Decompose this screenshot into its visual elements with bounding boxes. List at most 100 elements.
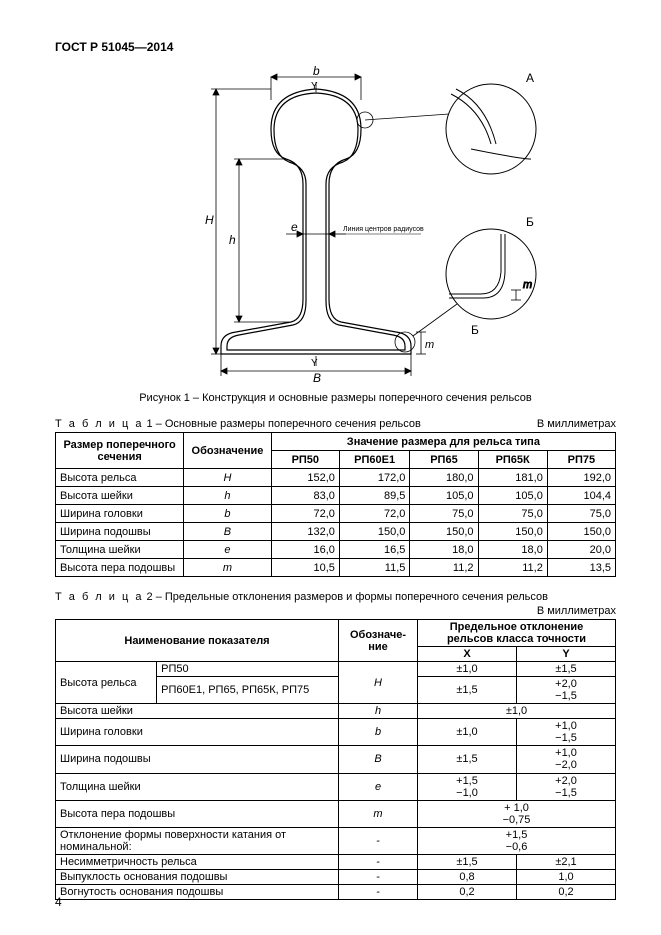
cell-value: 75,0 bbox=[410, 505, 478, 523]
table-row: Отклонение формы поверхности катания от … bbox=[56, 827, 616, 854]
table-row: Высота рельсаРП50H±1,0±1,5 bbox=[56, 662, 616, 677]
cell: +2,0 −1,5 bbox=[517, 677, 616, 704]
cell-value: 11,5 bbox=[339, 559, 410, 577]
cell: 0,2 bbox=[418, 885, 517, 900]
cell-value: 105,0 bbox=[478, 487, 547, 505]
cell-name: Высота шейки bbox=[56, 487, 184, 505]
cell: Выпуклость основания подошвы bbox=[56, 870, 339, 885]
cell: ±1,0 bbox=[418, 704, 616, 719]
svg-text:h: h bbox=[229, 233, 236, 247]
cell: Вогнутость основания подошвы bbox=[56, 885, 339, 900]
table-row: Высота шейкиh±1,0 bbox=[56, 704, 616, 719]
cell-value: 150,0 bbox=[339, 523, 410, 541]
cell-value: 72,0 bbox=[271, 505, 339, 523]
t2-h-y: Y bbox=[517, 647, 616, 662]
table2-units: В миллиметрах bbox=[537, 605, 616, 617]
cell: 1,0 bbox=[517, 870, 616, 885]
table1-title: 1 – Основные размеры поперечного сечения… bbox=[143, 418, 420, 430]
cell-value: 18,0 bbox=[410, 541, 478, 559]
t1-h-sym: Обозначение bbox=[184, 433, 272, 469]
t2-h-param: Наименование показателя bbox=[56, 620, 339, 662]
cell: +2,0 −1,5 bbox=[517, 773, 616, 800]
t2-h-x: X bbox=[418, 647, 517, 662]
cell-symbol: b bbox=[184, 505, 272, 523]
cell-value: 150,0 bbox=[410, 523, 478, 541]
cell-value: 150,0 bbox=[547, 523, 615, 541]
cell-value: 192,0 bbox=[547, 469, 615, 487]
cell-name: Ширина подошвы bbox=[56, 523, 184, 541]
table2-prefix: Т а б л и ц а bbox=[55, 591, 143, 603]
cell-value: 16,0 bbox=[271, 541, 339, 559]
cell-symbol: B bbox=[184, 523, 272, 541]
cell: Ширина головки bbox=[56, 719, 339, 746]
cell: РП60Е1, РП65, РП65К, РП75 bbox=[157, 677, 339, 704]
cell: ±1,0 bbox=[418, 662, 517, 677]
cell-value: 20,0 bbox=[547, 541, 615, 559]
cell: +1,0 −2,0 bbox=[517, 746, 616, 773]
cell-value: 172,0 bbox=[339, 469, 410, 487]
cell-value: 10,5 bbox=[271, 559, 339, 577]
t2-h-group: Предельное отклонение рельсов класса точ… bbox=[418, 620, 616, 647]
cell-value: 152,0 bbox=[271, 469, 339, 487]
cell: +1,0 −1,5 bbox=[517, 719, 616, 746]
cell: e bbox=[339, 773, 418, 800]
cell-value: 75,0 bbox=[478, 505, 547, 523]
cell: 0,2 bbox=[517, 885, 616, 900]
cell-name: Высота пера подошвы bbox=[56, 559, 184, 577]
cell-value: 83,0 bbox=[271, 487, 339, 505]
cell-value: 104,4 bbox=[547, 487, 615, 505]
t1-type-0: РП50 bbox=[271, 451, 339, 469]
cell-value: 75,0 bbox=[547, 505, 615, 523]
cell: H bbox=[339, 662, 418, 704]
cell-value: 181,0 bbox=[478, 469, 547, 487]
cell: Высота шейки bbox=[56, 704, 339, 719]
svg-text:b: b bbox=[313, 64, 320, 78]
t1-h-param: Размер поперечного сечения bbox=[56, 433, 184, 469]
svg-text:H: H bbox=[205, 213, 214, 227]
cell: Несимметричность рельса bbox=[56, 855, 339, 870]
cell-value: 180,0 bbox=[410, 469, 478, 487]
cell: ±1,5 bbox=[418, 746, 517, 773]
cell: +1,5 −0,6 bbox=[418, 827, 616, 854]
table-row: Выпуклость основания подошвы-0,81,0 bbox=[56, 870, 616, 885]
cell-symbol: h bbox=[184, 487, 272, 505]
document-id: ГОСТ Р 51045—2014 bbox=[55, 40, 616, 54]
cell-name: Ширина головки bbox=[56, 505, 184, 523]
t1-type-4: РП75 bbox=[547, 451, 615, 469]
cell: h bbox=[339, 704, 418, 719]
cell: Толщина шейки bbox=[56, 773, 339, 800]
cell-value: 13,5 bbox=[547, 559, 615, 577]
table-row: Ширина подошвыB132,0150,0150,0150,0150,0 bbox=[56, 523, 616, 541]
cell: m bbox=[339, 800, 418, 827]
cell-value: 11,2 bbox=[410, 559, 478, 577]
cell-symbol: H bbox=[184, 469, 272, 487]
cell-symbol: e bbox=[184, 541, 272, 559]
table-row: Несимметричность рельса-±1,5±2,1 bbox=[56, 855, 616, 870]
t1-type-1: РП60Е1 bbox=[339, 451, 410, 469]
cell: ±1,5 bbox=[418, 677, 517, 704]
svg-text:m: m bbox=[425, 339, 434, 351]
table1-prefix: Т а б л и ц а bbox=[55, 418, 143, 430]
table-row: Ширина подошвыB±1,5+1,0 −2,0 bbox=[56, 746, 616, 773]
table2-units-row: В миллиметрах bbox=[55, 605, 616, 617]
cell: + 1,0 −0,75 bbox=[418, 800, 616, 827]
table-row: Ширина головкиb72,072,075,075,075,0 bbox=[56, 505, 616, 523]
cell: +1,5 −1,0 bbox=[418, 773, 517, 800]
cell: ±1,0 bbox=[418, 719, 517, 746]
svg-text:Б: Б bbox=[526, 215, 534, 229]
radii-line-label: Линия центров радиусов bbox=[343, 226, 424, 233]
cell: b bbox=[339, 719, 418, 746]
t2-h-sym: Обозначе- ние bbox=[339, 620, 418, 662]
t1-h-group: Значение размера для рельса типа bbox=[271, 433, 615, 451]
t1-type-3: РП65К bbox=[478, 451, 547, 469]
table-row: Высота шейкиh83,089,5105,0105,0104,4 bbox=[56, 487, 616, 505]
cell: - bbox=[339, 855, 418, 870]
t1-type-2: РП65 bbox=[410, 451, 478, 469]
cell: ±1,5 bbox=[418, 855, 517, 870]
figure-caption: Рисунок 1 – Конструкция и основные разме… bbox=[55, 392, 616, 404]
cell-value: 18,0 bbox=[478, 541, 547, 559]
cell: B bbox=[339, 746, 418, 773]
table-row: Высота пера подошвыm10,511,511,211,213,5 bbox=[56, 559, 616, 577]
cell: ±1,5 bbox=[517, 662, 616, 677]
cell: ±2,1 bbox=[517, 855, 616, 870]
